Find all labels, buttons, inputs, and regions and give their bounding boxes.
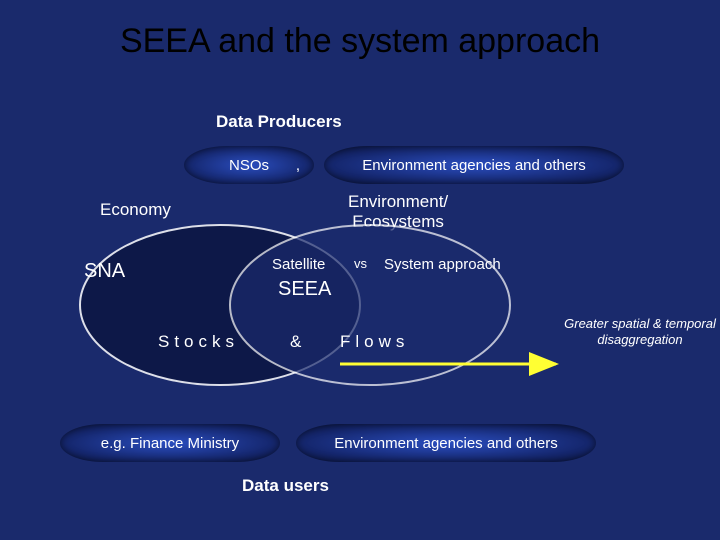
pill-nsos-label: NSOs xyxy=(229,157,269,174)
pill-env-top-label: Environment agencies and others xyxy=(362,157,585,174)
pill-nsos: NSOs xyxy=(184,146,314,184)
pill-env-bottom-label: Environment agencies and others xyxy=(334,435,557,452)
pill-env-bottom: Environment agencies and others xyxy=(296,424,596,462)
venn-left-label: Economy xyxy=(100,200,171,220)
vs-label: vs xyxy=(354,256,367,271)
seea-label: SEEA xyxy=(278,278,331,301)
pill-finance-label: e.g. Finance Ministry xyxy=(101,435,239,452)
greater-note: Greater spatial & temporal disaggregatio… xyxy=(560,316,720,349)
pill-finance: e.g. Finance Ministry xyxy=(60,424,280,462)
venn-diagram xyxy=(70,220,520,390)
satellite-label: Satellite xyxy=(272,256,325,273)
flows-label: Flows xyxy=(340,332,409,352)
data-producers-heading: Data Producers xyxy=(216,112,342,132)
data-users-heading: Data users xyxy=(242,476,329,496)
amp-label: & xyxy=(290,332,301,352)
pill-env-top: Environment agencies and others xyxy=(324,146,624,184)
stocks-label: Stocks xyxy=(158,332,239,352)
system-approach-label: System approach xyxy=(384,256,501,273)
sna-label: SNA xyxy=(84,260,125,283)
slide-title: SEEA and the system approach xyxy=(0,22,720,61)
